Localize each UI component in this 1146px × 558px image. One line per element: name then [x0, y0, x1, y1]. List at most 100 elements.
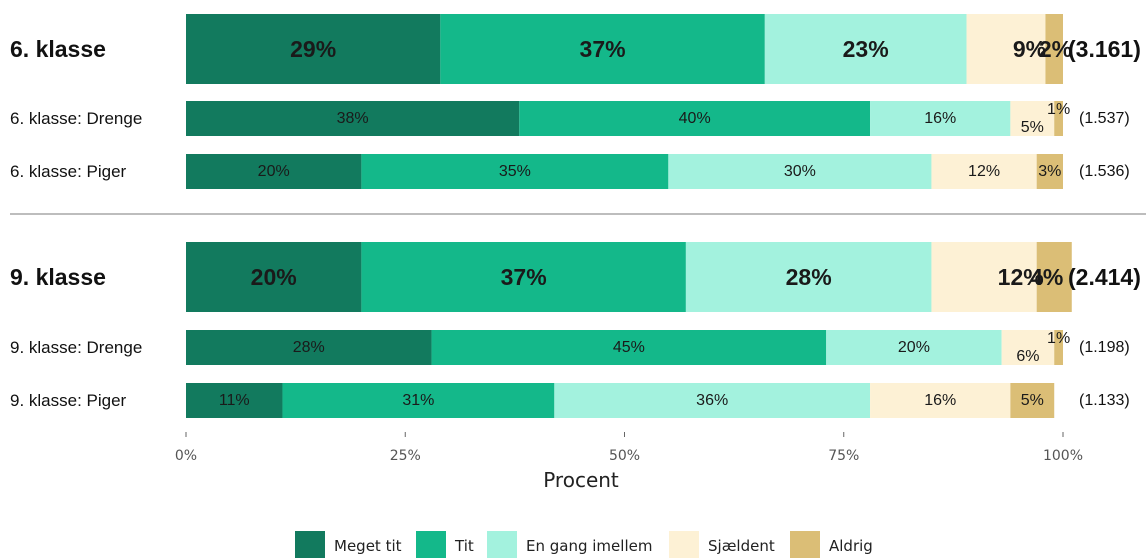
data-label: 16%: [924, 392, 956, 409]
data-label: 1%: [1047, 101, 1070, 118]
data-label: 4%: [1030, 264, 1063, 290]
data-label: 5%: [1021, 392, 1044, 409]
data-label: 28%: [786, 264, 832, 290]
data-label: 40%: [679, 110, 711, 127]
bar-segment-en-gang-imellem: [668, 154, 932, 189]
data-label: 37%: [501, 264, 547, 290]
bar-rows: 6. klasse 29% 37% 23% 9%2%(3.161) 6. klasse: …: [10, 14, 1141, 418]
data-label: 20%: [251, 264, 297, 290]
data-label: 11%: [219, 392, 250, 409]
data-label: 3%: [1038, 163, 1061, 180]
data-label: 29%: [290, 36, 336, 62]
data-label: 6%: [1016, 348, 1039, 365]
legend-item: Meget tit: [295, 531, 402, 558]
bar-segment-tit: [361, 154, 669, 189]
n-count-label: (1.133): [1079, 392, 1130, 409]
bar-row: 6. klasse 29% 37% 23% 9%2%(3.161): [10, 14, 1141, 84]
row-label: 9. klasse: Drenge: [10, 338, 142, 357]
bar-segment-tit: [361, 242, 686, 312]
x-tick-label: 25%: [390, 448, 421, 464]
n-count-label: (3.161): [1068, 36, 1141, 62]
data-label: 9%: [1013, 36, 1046, 62]
bar-segment-tit: [519, 101, 871, 136]
data-label: 2%: [1039, 36, 1072, 62]
bar-segment-aldrig: [1054, 330, 1063, 365]
bar-segment-meget-tit: [186, 14, 441, 84]
data-label: 20%: [898, 339, 930, 356]
legend-swatch: [790, 531, 820, 558]
legend-swatch: [295, 531, 325, 558]
bar-row: 9. klasse: Drenge 28% 45% 20% 6% 1% (1.198): [10, 330, 1130, 365]
data-label: 35%: [499, 163, 531, 180]
legend-item: Aldrig: [790, 531, 873, 558]
bar-segment-tit: [282, 383, 555, 418]
data-label: 30%: [784, 163, 816, 180]
bar-segment-sj-ldent: [931, 242, 1037, 312]
bar-segment-aldrig: [1036, 242, 1072, 312]
bar-segment-sj-ldent: [931, 154, 1037, 189]
legend-label: En gang imellem: [526, 537, 652, 555]
bar-segment-aldrig: [1010, 383, 1055, 418]
n-count-label: (1.536): [1079, 163, 1130, 180]
row-label: 6. klasse: Drenge: [10, 109, 142, 128]
data-label: 20%: [258, 163, 290, 180]
legend-label: Sjældent: [708, 537, 775, 555]
bar-segment-sj-ldent: [966, 14, 1046, 84]
legend-label: Meget tit: [334, 537, 402, 555]
bar-segment-sj-ldent: [1010, 101, 1055, 136]
bar-segment-en-gang-imellem: [554, 383, 871, 418]
row-label: 9. klasse: Piger: [10, 391, 127, 410]
x-axis-title: Procent: [543, 468, 619, 492]
bar-segment-meget-tit: [186, 383, 283, 418]
bar-segment-en-gang-imellem: [826, 330, 1002, 365]
bar-segment-aldrig: [1036, 154, 1063, 189]
data-label: 12%: [968, 163, 1000, 180]
bar-row: 9. klasse: Piger 11% 31% 36% 16% 5% (1.133): [10, 383, 1130, 418]
legend-label: Aldrig: [829, 537, 873, 555]
data-label: 45%: [613, 339, 645, 356]
bar-segment-aldrig: [1054, 101, 1063, 136]
bar-segment-en-gang-imellem: [870, 101, 1011, 136]
row-label: 6. klasse: [10, 36, 106, 62]
data-label: 1%: [1047, 330, 1070, 347]
legend-item: Tit: [416, 531, 474, 558]
data-label: 36%: [696, 392, 728, 409]
row-label: 9. klasse: [10, 264, 106, 290]
legend-item: En gang imellem: [487, 531, 652, 558]
bar-row: 6. klasse: Piger 20% 35% 30% 12% 3% (1.536): [10, 154, 1130, 189]
bar-segment-sj-ldent: [870, 383, 1011, 418]
bar-segment-meget-tit: [186, 154, 362, 189]
bar-segment-en-gang-imellem: [685, 242, 932, 312]
data-label: 31%: [402, 392, 434, 409]
legend-swatch: [487, 531, 517, 558]
legend-item: Sjældent: [669, 531, 775, 558]
bar-segment-meget-tit: [186, 242, 362, 312]
bar-segment-tit: [440, 14, 765, 84]
data-label: 12%: [998, 264, 1044, 290]
bar-segment-tit: [431, 330, 827, 365]
data-label: 38%: [337, 110, 369, 127]
bar-segment-meget-tit: [186, 101, 520, 136]
bar-segment-aldrig: [1045, 14, 1063, 84]
bar-row: 6. klasse: Drenge 38% 40% 16% 5%1% (1.537): [10, 101, 1130, 136]
x-tick-label: 100%: [1043, 448, 1083, 464]
x-tick-label: 50%: [609, 448, 640, 464]
legend-swatch: [416, 531, 446, 558]
bar-segment-en-gang-imellem: [764, 14, 967, 84]
n-count-label: (1.198): [1079, 339, 1130, 356]
data-label: 28%: [293, 339, 325, 356]
data-label: 23%: [843, 36, 889, 62]
bar-row: 9. klasse 20% 37% 28% 12%4% (2.414): [10, 242, 1141, 312]
legend-swatch: [669, 531, 699, 558]
n-count-label: (2.414): [1068, 264, 1141, 290]
bar-segment-sj-ldent: [1001, 330, 1055, 365]
x-tick-label: 75%: [828, 448, 859, 464]
legend: Meget tit Tit En gang imellem Sjældent Aldri…: [295, 531, 873, 558]
data-label: 16%: [924, 110, 956, 127]
bar-segment-meget-tit: [186, 330, 432, 365]
x-tick-label: 0%: [175, 448, 197, 464]
x-axis: 0% 25% 50% 75% 100%: [175, 432, 1083, 464]
data-label: 5%: [1021, 119, 1044, 136]
data-label: 37%: [580, 36, 626, 62]
